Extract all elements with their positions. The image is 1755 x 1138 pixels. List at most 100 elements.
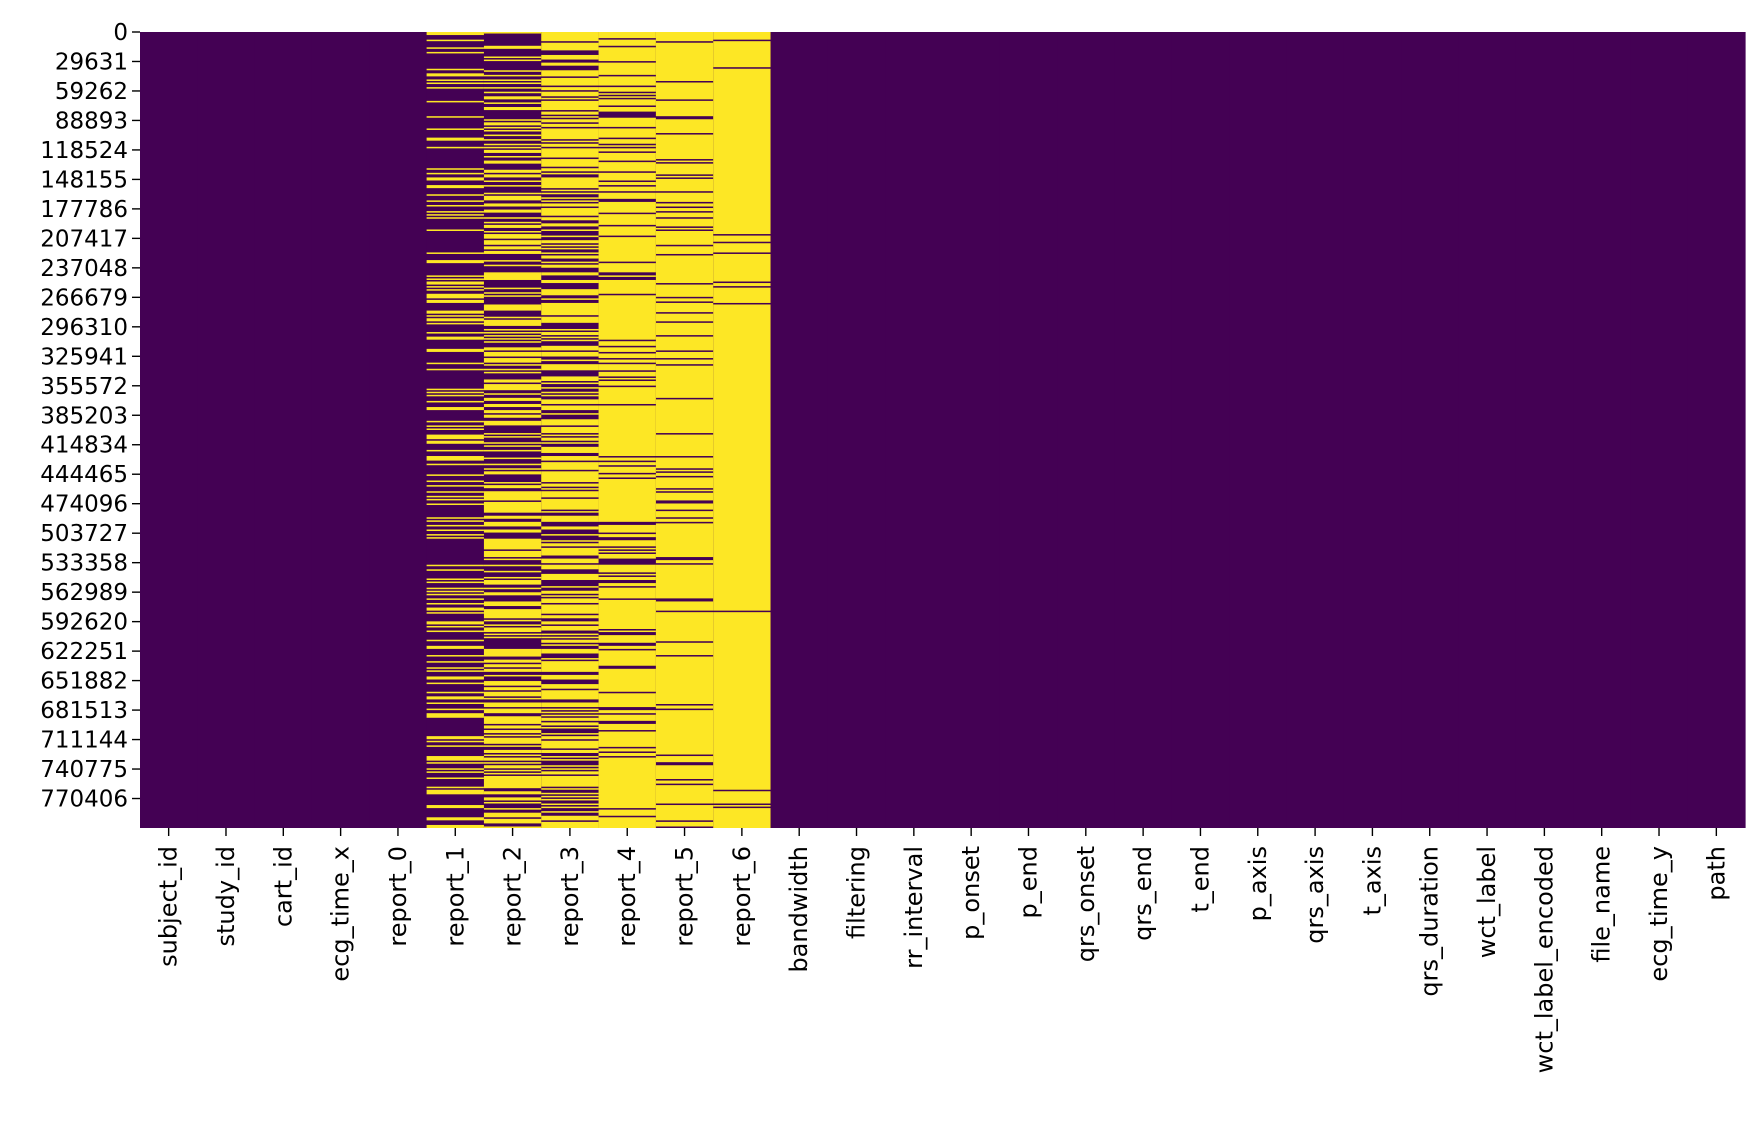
missing-cell-report-1 [426, 128, 485, 130]
missing-cell-report-2 [483, 725, 542, 729]
missing-cell-report-2 [483, 119, 542, 121]
missing-cell-report-3 [541, 625, 600, 631]
missing-cell-report-4 [598, 630, 657, 633]
missing-cell-report-2 [483, 791, 542, 795]
missing-cell-report-3 [541, 771, 600, 775]
missing-cell-report-1 [426, 670, 485, 672]
missing-cell-report-3 [541, 806, 600, 809]
missing-cell-report-5 [655, 82, 714, 100]
missing-cell-report-4 [598, 576, 657, 581]
missing-cell-report-4 [598, 341, 657, 346]
missing-cell-report-1 [426, 696, 485, 700]
x-tick-label: ecg_time_y [1645, 846, 1673, 982]
heatmap-column-wct-label [1458, 32, 1517, 828]
missing-cell-report-2 [483, 335, 542, 337]
missing-cell-report-1 [426, 348, 485, 352]
missing-cell-report-5 [655, 601, 714, 611]
missing-cell-report-4 [598, 192, 657, 199]
missing-cell-report-3 [541, 100, 600, 111]
y-tick-label: 474096 [40, 492, 128, 518]
missing-cell-report-2 [483, 754, 542, 757]
missing-cell-report-1 [426, 168, 485, 170]
missing-cell-report-5 [655, 218, 714, 227]
missing-cell-report-6 [713, 287, 772, 303]
missing-cell-report-4 [598, 583, 657, 587]
missing-cell-report-1 [426, 578, 485, 581]
missing-cell-report-3 [541, 217, 600, 221]
missing-cell-report-2 [483, 570, 542, 573]
missing-cell-report-1 [426, 73, 485, 77]
missing-cell-report-2 [483, 56, 542, 59]
y-tick-label: 503727 [40, 521, 128, 547]
missing-cell-report-4 [598, 710, 657, 714]
missing-cell-report-2 [483, 122, 542, 126]
missing-cell-report-4 [598, 693, 657, 708]
missing-cell-report-5 [655, 564, 714, 599]
missing-cell-report-2 [483, 745, 542, 747]
x-tick-label: wct_label_encoded [1530, 846, 1558, 1073]
missing-cell-report-4 [598, 731, 657, 747]
missing-cell-report-1 [426, 645, 485, 649]
missing-cell-report-1 [426, 47, 485, 49]
missing-cell-report-4 [598, 752, 657, 757]
missing-cell-report-2 [483, 468, 542, 470]
missing-cell-report-6 [713, 243, 772, 253]
missing-cell-report-1 [426, 368, 485, 371]
missing-cell-report-2 [483, 501, 542, 513]
missing-cell-report-1 [426, 293, 485, 299]
missing-cell-report-3 [541, 714, 600, 717]
missing-cell-report-2 [483, 521, 542, 527]
missing-cell-report-3 [541, 768, 600, 770]
missing-cell-report-1 [426, 434, 485, 440]
missing-cell-report-4 [598, 564, 657, 573]
missing-cell-report-1 [426, 498, 485, 501]
missing-cell-report-2 [483, 580, 542, 585]
missing-cell-report-5 [655, 227, 714, 230]
missing-cell-report-2 [483, 221, 542, 224]
missing-cell-report-3 [541, 391, 600, 394]
missing-cell-report-3 [541, 759, 600, 761]
missing-cell-report-3 [541, 434, 600, 437]
heatmap-column-t-axis [1343, 32, 1402, 828]
missing-cell-report-2 [483, 410, 542, 414]
missing-cell-report-5 [655, 656, 714, 704]
missing-cell-report-4 [598, 587, 657, 599]
y-tick-label: 0 [113, 20, 128, 46]
missing-cell-report-1 [426, 612, 485, 614]
missing-cell-report-3 [541, 208, 600, 216]
missing-cell-report-2 [483, 797, 542, 801]
missing-cell-report-3 [541, 192, 600, 195]
missing-cell-report-1 [426, 87, 485, 89]
y-tick-label: 59262 [55, 79, 128, 105]
missing-cell-report-2 [483, 364, 542, 366]
missing-cell-report-5 [655, 192, 714, 202]
missing-cell-report-4 [598, 474, 657, 478]
missing-cell-report-5 [655, 351, 714, 359]
missing-cell-report-3 [541, 684, 600, 689]
missing-cell-report-3 [541, 639, 600, 643]
missing-cell-report-2 [483, 659, 542, 663]
missing-cell-report-1 [426, 318, 485, 322]
missing-cell-report-2 [483, 217, 542, 219]
missing-cell-report-4 [598, 540, 657, 547]
missing-cell-report-2 [483, 70, 542, 72]
missing-cell-report-2 [483, 674, 542, 677]
missing-cell-report-3 [541, 382, 600, 385]
missing-cell-report-2 [483, 633, 542, 636]
x-tick-label: qrs_end [1129, 846, 1157, 941]
missing-cell-report-1 [426, 229, 485, 231]
y-tick-label: 266679 [40, 285, 128, 311]
missing-cell-report-4 [598, 599, 657, 629]
y-tick-label: 355572 [40, 374, 128, 400]
missing-cell-report-5 [655, 472, 714, 476]
missing-cell-report-1 [426, 590, 485, 593]
heatmap-column-report-0 [369, 32, 428, 828]
missing-cell-report-2 [483, 174, 542, 178]
missing-cell-report-4 [598, 547, 657, 550]
missing-cell-report-2 [483, 358, 542, 363]
missing-cell-report-3 [541, 189, 600, 192]
y-tick-label: 237048 [40, 256, 128, 282]
missing-cell-report-3 [541, 437, 600, 441]
missing-cell-report-5 [655, 365, 714, 398]
x-tick-label: p_axis [1244, 846, 1272, 921]
